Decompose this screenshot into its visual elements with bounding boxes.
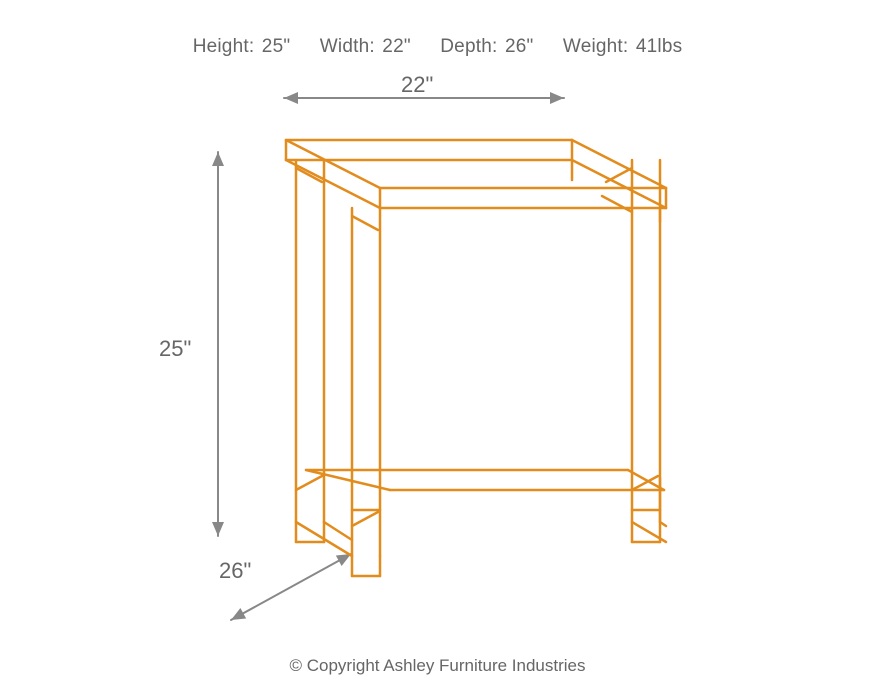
dimension-diagram [0, 0, 875, 700]
dim-height-label: 25" [159, 336, 191, 362]
copyright-text: © Copyright Ashley Furniture Industries [0, 656, 875, 676]
diagram-container: Height: 25" Width: 22" Depth: 26" Weight… [0, 0, 875, 700]
dim-width-label: 22" [401, 72, 433, 98]
dim-depth-label: 26" [219, 558, 251, 584]
